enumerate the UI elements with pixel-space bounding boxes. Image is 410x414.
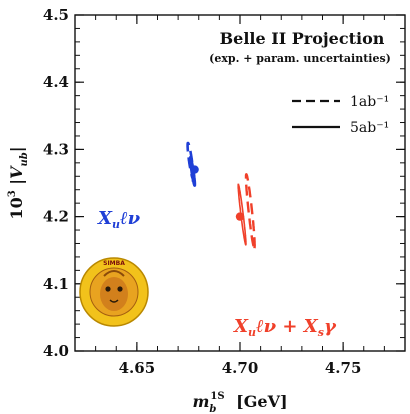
central-value-point-xulnu-xsgamma (235, 212, 245, 221)
y-axis-title: 103 |Vub| (7, 146, 30, 219)
y-tick-label: 4.3 (43, 140, 69, 158)
simba-logo: SIMBA (79, 257, 149, 327)
contour-xulnu-solid (188, 156, 197, 187)
y-tick-label: 4.2 (43, 208, 69, 226)
y-tick-label: 4.5 (43, 6, 69, 24)
chart-title: Belle II Projection (220, 29, 385, 48)
x-tick-label: 4.70 (222, 359, 259, 377)
y-tick-label: 4.1 (43, 275, 69, 293)
contour-xulnu-xsgamma-dashed (244, 173, 256, 250)
series-label-xulnu: Xuℓν (97, 208, 141, 231)
y-tick-label: 4.4 (43, 73, 69, 91)
series-label-xulnu-xsgamma: Xuℓν + Xsγ (233, 316, 337, 339)
y-tick-label: 4.0 (43, 342, 69, 360)
legend-label-1ab: 1ab⁻¹ (350, 94, 389, 110)
chart-subtitle: (exp. + param. uncertainties) (209, 52, 391, 65)
chart-marks (186, 141, 256, 250)
axis-ticks: 4.65 4.70 4.75 4.0 4.1 4.2 4.3 4.4 4.5 (43, 6, 405, 377)
x-tick-label: 4.65 (119, 359, 156, 377)
legend-label-5ab: 5ab⁻¹ (350, 120, 389, 136)
x-axis-title: mb1S [GeV] (192, 391, 287, 414)
svg-text:SIMBA: SIMBA (103, 260, 125, 267)
x-tick-label: 4.75 (325, 359, 362, 377)
central-value-point-xulnu (190, 165, 199, 174)
contour-xulnu-xsgamma-solid (237, 183, 247, 246)
